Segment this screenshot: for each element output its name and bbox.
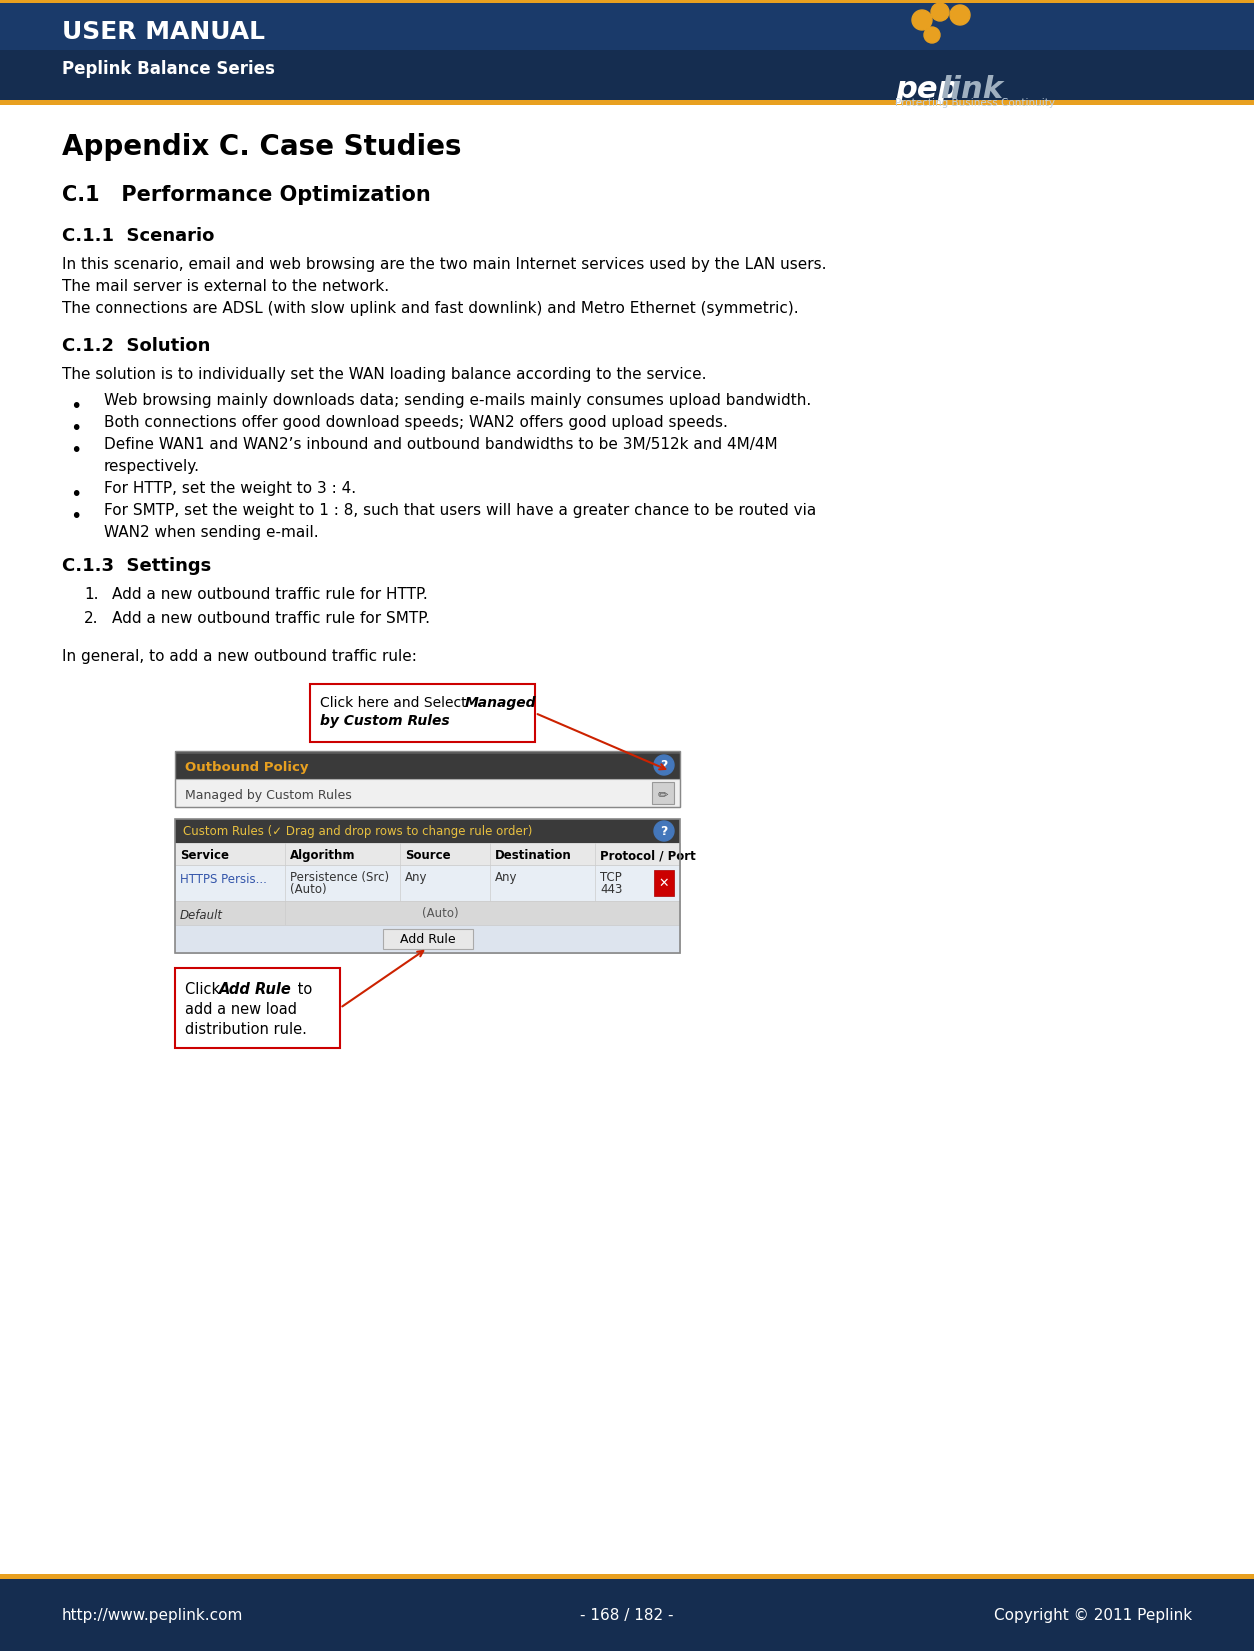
Text: Click: Click (186, 982, 224, 997)
Text: Appendix C. Case Studies: Appendix C. Case Studies (61, 134, 461, 162)
Text: ✕: ✕ (658, 877, 670, 890)
Text: Add Rule: Add Rule (400, 933, 455, 946)
Circle shape (655, 821, 673, 840)
Bar (176, 967, 340, 1048)
Text: WAN2 when sending e-mail.: WAN2 when sending e-mail. (104, 525, 319, 540)
Bar (176, 901, 680, 925)
Text: TCP: TCP (599, 872, 622, 883)
Bar (0, 101, 1254, 106)
Text: Service: Service (181, 849, 229, 862)
Text: For HTTP, set the weight to 3 : 4.: For HTTP, set the weight to 3 : 4. (104, 480, 356, 495)
Text: Add a new outbound traffic rule for HTTP.: Add a new outbound traffic rule for HTTP… (112, 588, 428, 603)
Text: (Auto): (Auto) (290, 883, 326, 896)
Circle shape (655, 755, 673, 774)
Text: •: • (70, 396, 82, 416)
Text: Source: Source (405, 849, 450, 862)
Text: Outbound Policy: Outbound Policy (186, 761, 308, 774)
Text: Any: Any (405, 870, 428, 883)
Circle shape (930, 3, 949, 21)
Text: Algorithm: Algorithm (290, 849, 355, 862)
Circle shape (912, 10, 932, 30)
Text: Copyright © 2011 Peplink: Copyright © 2011 Peplink (994, 1608, 1193, 1623)
Text: The mail server is external to the network.: The mail server is external to the netwo… (61, 279, 389, 294)
Text: •: • (70, 441, 82, 461)
Text: C.1.1  Scenario: C.1.1 Scenario (61, 226, 214, 244)
Bar (176, 865, 680, 901)
Text: Any: Any (495, 870, 518, 883)
Text: Both connections offer good download speeds; WAN2 offers good upload speeds.: Both connections offer good download spe… (104, 414, 727, 429)
Text: Managed: Managed (465, 697, 537, 710)
Text: C.1.2  Solution: C.1.2 Solution (61, 337, 211, 355)
Text: USER MANUAL: USER MANUAL (61, 20, 265, 45)
Text: pep: pep (895, 74, 959, 104)
Text: •: • (70, 419, 82, 438)
Text: link: link (940, 74, 1003, 104)
Bar (652, 783, 673, 804)
Text: C.1.3  Settings: C.1.3 Settings (61, 556, 211, 575)
Text: respectively.: respectively. (104, 459, 199, 474)
Text: In this scenario, email and web browsing are the two main Internet services used: In this scenario, email and web browsing… (61, 258, 826, 272)
Bar (0, 0, 1254, 101)
Text: Define WAN1 and WAN2’s inbound and outbound bandwidths to be 3M/512k and 4M/4M: Define WAN1 and WAN2’s inbound and outbo… (104, 438, 777, 452)
Text: •: • (70, 507, 82, 527)
Bar (176, 779, 680, 807)
Text: Managed by Custom Rules: Managed by Custom Rules (186, 789, 352, 802)
Bar (176, 751, 680, 807)
Text: •: • (70, 485, 82, 504)
Text: 443: 443 (599, 883, 622, 896)
Circle shape (924, 26, 940, 43)
Bar (176, 751, 680, 779)
Text: The connections are ADSL (with slow uplink and fast downlink) and Metro Ethernet: The connections are ADSL (with slow upli… (61, 300, 799, 315)
Text: Protocol / Port: Protocol / Port (599, 849, 696, 862)
Text: distribution rule.: distribution rule. (186, 1022, 307, 1037)
Text: ✏: ✏ (658, 789, 668, 802)
Text: Click here and Select: Click here and Select (320, 697, 472, 710)
Bar (176, 844, 680, 865)
Text: Web browsing mainly downloads data; sending e-mails mainly consumes upload bandw: Web browsing mainly downloads data; send… (104, 393, 811, 408)
Text: C.1   Performance Optimization: C.1 Performance Optimization (61, 185, 431, 205)
Circle shape (951, 5, 971, 25)
Bar (310, 684, 535, 741)
Text: to: to (293, 982, 312, 997)
Text: Add a new outbound traffic rule for SMTP.: Add a new outbound traffic rule for SMTP… (112, 611, 430, 626)
Text: ?: ? (661, 758, 667, 771)
Text: 1.: 1. (84, 588, 99, 603)
Text: HTTPS Persis...: HTTPS Persis... (181, 873, 267, 887)
Text: add a new load: add a new load (186, 1002, 297, 1017)
Bar (0, 1578, 1254, 1651)
Text: Add Rule: Add Rule (219, 982, 292, 997)
Text: Custom Rules (✓ Drag and drop rows to change rule order): Custom Rules (✓ Drag and drop rows to ch… (183, 826, 533, 839)
Bar (176, 751, 680, 755)
Bar (0, 0, 1254, 3)
Text: In general, to add a new outbound traffic rule:: In general, to add a new outbound traffi… (61, 649, 416, 664)
Text: Default: Default (181, 910, 223, 921)
Text: http://www.peplink.com: http://www.peplink.com (61, 1608, 243, 1623)
Bar (176, 819, 680, 844)
Text: Protecting Business Continuity: Protecting Business Continuity (895, 97, 1055, 107)
Text: Destination: Destination (495, 849, 572, 862)
Bar (176, 819, 680, 953)
Text: For SMTP, set the weight to 1 : 8, such that users will have a greater chance to: For SMTP, set the weight to 1 : 8, such … (104, 504, 816, 518)
Bar (176, 925, 680, 953)
Text: ?: ? (661, 824, 667, 837)
Text: Persistence (Src): Persistence (Src) (290, 872, 389, 883)
Text: by Custom Rules: by Custom Rules (320, 713, 450, 728)
Text: 2.: 2. (84, 611, 99, 626)
Text: Peplink Balance Series: Peplink Balance Series (61, 59, 275, 78)
Bar (0, 0, 1254, 50)
Bar (655, 870, 673, 896)
Text: The solution is to individually set the WAN loading balance according to the ser: The solution is to individually set the … (61, 367, 706, 381)
Text: (Auto): (Auto) (421, 906, 458, 920)
Bar (0, 1573, 1254, 1578)
Bar (382, 930, 473, 949)
Text: - 168 / 182 -: - 168 / 182 - (581, 1608, 673, 1623)
